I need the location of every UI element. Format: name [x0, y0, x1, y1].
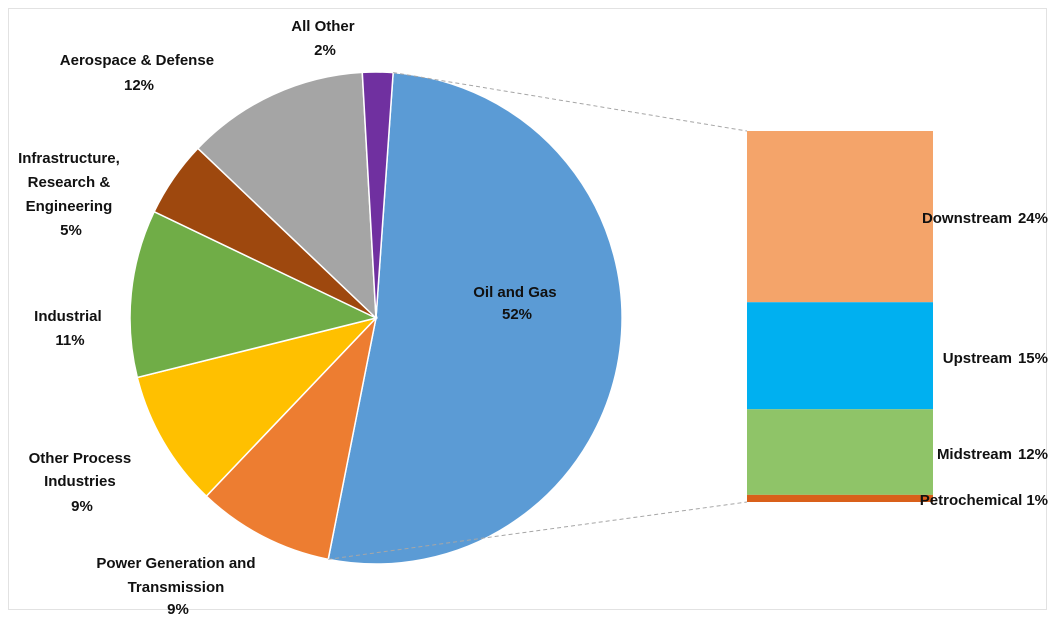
slice-label-power-generation: Power Generation and Transmission 9%: [96, 555, 259, 618]
segment-label-downstream: Downstream 24%: [922, 210, 1048, 227]
segment-label-midstream-value: 12%: [1018, 446, 1048, 463]
slice-label-industrial-name: Industrial: [34, 308, 102, 325]
connector-line-bottom: [328, 501, 748, 560]
labels: Oil and Gas 52% Power Generation and Tra…: [18, 18, 1048, 618]
segment-label-petrochemical-value: 1%: [1026, 492, 1048, 509]
slice-label-aerospace-name: Aerospace & Defense: [60, 52, 214, 69]
slice-label-aerospace-value: 12%: [124, 77, 154, 94]
slice-label-power-generation-name: Power Generation and: [96, 555, 255, 572]
slice-label-oil-and-gas-value: 52%: [502, 306, 532, 323]
pie-slice-aerospace-defense: [196, 71, 377, 320]
slice-label-other-process-name-cont: Industries: [44, 473, 116, 490]
slice-label-infrastructure-name-3: Engineering: [26, 198, 113, 215]
bar-segment-petrochemical: [747, 494, 933, 502]
segment-label-petrochemical: Petrochemical 1%: [920, 492, 1048, 509]
pie-slice-industrial: [129, 210, 379, 379]
slice-label-infrastructure-name-2: Research &: [28, 174, 111, 191]
slice-label-other-process-industries: Other Process Industries 9%: [29, 450, 136, 515]
pie-slice-other-process-industries: [136, 316, 379, 498]
slice-label-all-other-value: 2%: [314, 42, 336, 59]
slice-label-other-process-value: 9%: [71, 498, 93, 515]
slice-label-power-generation-value: 9%: [167, 601, 189, 618]
pie-slice-oil-and-gas: [327, 71, 623, 565]
slice-label-other-process-name: Other Process: [29, 450, 132, 467]
slice-label-oil-and-gas-name: Oil and Gas: [473, 284, 556, 301]
slice-label-infrastructure-value: 5%: [60, 222, 82, 239]
segment-label-downstream-value: 24%: [1018, 210, 1048, 227]
segment-label-upstream: Upstream 15%: [943, 350, 1048, 367]
bar-segment-downstream: [747, 131, 933, 303]
segment-label-upstream-name: Upstream: [943, 350, 1012, 367]
bar-segment-midstream: [747, 409, 933, 495]
pie: [129, 71, 623, 565]
segment-label-midstream: Midstream 12%: [937, 446, 1048, 463]
slice-label-aerospace-defense: Aerospace & Defense 12%: [60, 52, 218, 94]
slice-label-all-other-name: All Other: [291, 18, 355, 35]
chart-frame: [8, 8, 1047, 610]
slice-label-power-generation-name-cont: Transmission: [128, 579, 225, 596]
segment-label-petrochemical-name: Petrochemical: [920, 492, 1023, 509]
segment-label-midstream-name: Midstream: [937, 446, 1012, 463]
segment-label-upstream-value: 15%: [1018, 350, 1048, 367]
slice-label-infrastructure-name-1: Infrastructure,: [18, 150, 120, 167]
segment-label-downstream-name: Downstream: [922, 210, 1012, 227]
pie-slice-all-other: [361, 71, 394, 319]
connector-line-top: [393, 72, 748, 132]
bar-segment-upstream: [747, 302, 933, 410]
slice-label-industrial: Industrial 11%: [34, 308, 106, 349]
breakdown-bar: [747, 131, 933, 502]
slice-label-infrastructure: Infrastructure, Research & Engineering 5…: [18, 150, 124, 239]
pie-slice-power-generation-and-transmission: [205, 315, 378, 561]
slice-label-all-other: All Other 2%: [291, 18, 359, 59]
slice-label-oil-and-gas: Oil and Gas 52%: [473, 284, 561, 323]
connector-lines: [328, 72, 748, 560]
slice-label-industrial-value: 11%: [55, 332, 84, 349]
